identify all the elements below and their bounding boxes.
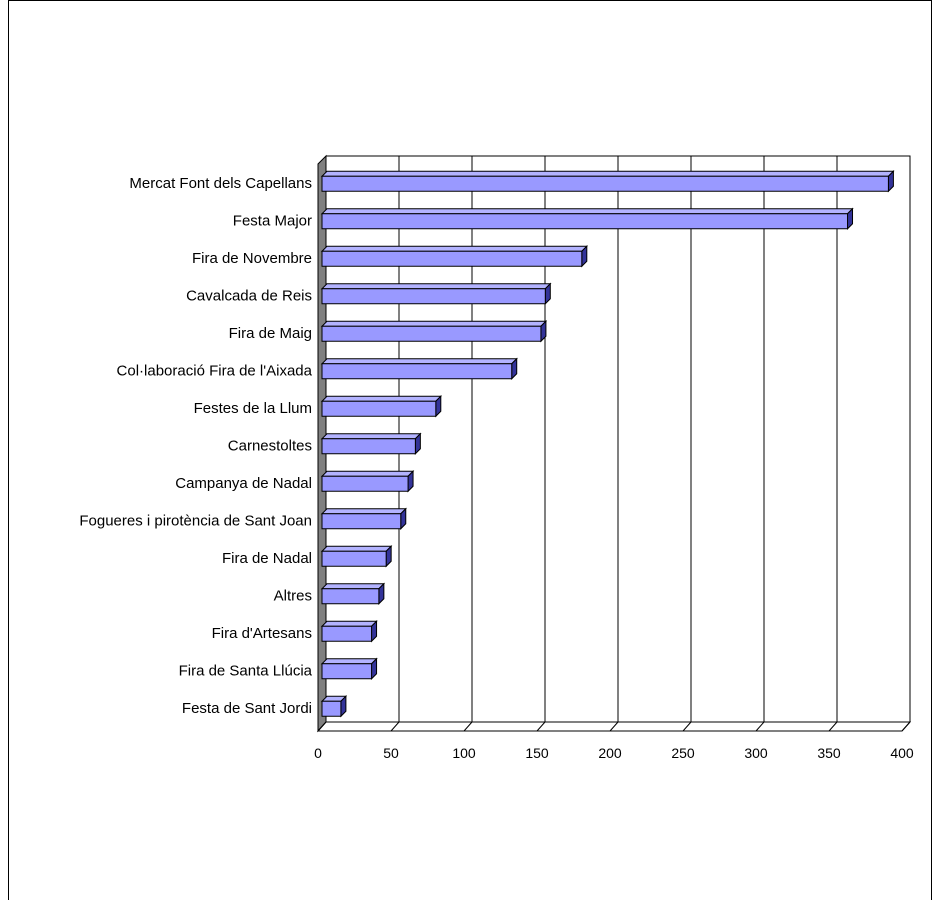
- floor-gridline: [901, 721, 911, 732]
- floor-gridline: [390, 721, 400, 732]
- bar-front-face: [321, 363, 513, 380]
- bar-front-face: [321, 400, 437, 417]
- x-tick-label: 400: [890, 745, 914, 761]
- bar: [320, 507, 407, 530]
- bar-top-face: [320, 358, 518, 365]
- x-tick-label: 0: [314, 745, 322, 761]
- bar: [320, 320, 548, 343]
- category-label: Col·laboració Fira de l'Aixada: [117, 362, 313, 379]
- bar-top-face: [320, 245, 589, 252]
- bar-top-face: [320, 395, 443, 402]
- bar-top-face: [320, 208, 854, 215]
- bar-top-face: [320, 620, 378, 627]
- category-label: Fira de Nadal: [222, 550, 312, 567]
- floor-gridline: [317, 721, 327, 732]
- bar-top-face: [320, 545, 393, 552]
- category-label: Altres: [274, 587, 312, 604]
- bar-top-face: [320, 170, 895, 177]
- x-tick-label: 150: [525, 745, 549, 761]
- floor-gridline: [828, 721, 838, 732]
- x-tick-label: 250: [671, 745, 695, 761]
- bar-front-face: [321, 588, 380, 605]
- x-tick-label: 350: [817, 745, 841, 761]
- bar: [320, 245, 589, 268]
- category-label: Festes de la Llum: [194, 400, 312, 417]
- bar-top-face: [320, 433, 422, 440]
- floor-gridline: [609, 721, 619, 732]
- bar-top-face: [320, 658, 378, 665]
- category-label: Fira de Novembre: [192, 250, 312, 267]
- floor-gridline: [755, 721, 765, 732]
- category-label: Fira de Maig: [229, 325, 312, 342]
- bar-front-face: [321, 475, 409, 492]
- bar-front-face: [321, 550, 387, 567]
- bar-front-face: [321, 325, 542, 342]
- category-label: Carnestoltes: [228, 437, 312, 454]
- category-label: Festa de Sant Jordi: [182, 700, 312, 717]
- floor-gridline: [682, 721, 692, 732]
- bar: [320, 395, 443, 418]
- category-label: Cavalcada de Reis: [186, 287, 312, 304]
- plot-back-frame: [326, 155, 911, 722]
- bar: [320, 695, 348, 718]
- x-tick-label: 100: [452, 745, 476, 761]
- bar: [320, 170, 895, 193]
- bar-top-face: [320, 283, 552, 290]
- bar: [320, 545, 393, 568]
- floor-gridline: [463, 721, 473, 732]
- x-axis: 0 50 100 150 200 250 300 350 400: [314, 745, 914, 761]
- bar-front-face: [321, 700, 342, 717]
- bar: [320, 620, 378, 643]
- bar-front-face: [321, 175, 889, 192]
- bar-top-face: [320, 583, 386, 590]
- x-tick-label: 300: [744, 745, 768, 761]
- bar: [320, 207, 854, 230]
- bar-top-face: [320, 470, 415, 477]
- category-label: Festa Major: [233, 212, 312, 229]
- category-labels: Mercat Font dels Capellans Festa Major Fir…: [79, 175, 312, 717]
- chart-border: [8, 0, 932, 900]
- bar-front-face: [321, 513, 402, 530]
- category-label: Mercat Font dels Capellans: [129, 175, 312, 192]
- bar-front-face: [321, 625, 373, 642]
- bar: [320, 432, 422, 455]
- category-label: Fira de Santa Llúcia: [179, 662, 313, 679]
- category-label: Fira d'Artesans: [212, 625, 312, 642]
- bar-front-face: [321, 250, 583, 267]
- bar-top-face: [320, 320, 548, 327]
- bar: [320, 282, 552, 305]
- bar-front-face: [321, 438, 416, 455]
- x-tick-label: 200: [598, 745, 622, 761]
- bar: [320, 582, 386, 605]
- x-tick-label: 50: [383, 745, 399, 761]
- category-label: Campanya de Nadal: [175, 475, 312, 492]
- bar: [320, 470, 415, 493]
- bar: [320, 357, 518, 380]
- bar-front-face: [321, 288, 546, 305]
- bars: [320, 170, 895, 718]
- floor-gridline: [536, 721, 546, 732]
- bar-top-face: [320, 508, 407, 515]
- bar-front-face: [321, 213, 849, 230]
- bar-front-face: [321, 663, 373, 680]
- bar: [320, 657, 378, 680]
- category-label: Fogueres i pirotència de Sant Joan: [79, 512, 312, 529]
